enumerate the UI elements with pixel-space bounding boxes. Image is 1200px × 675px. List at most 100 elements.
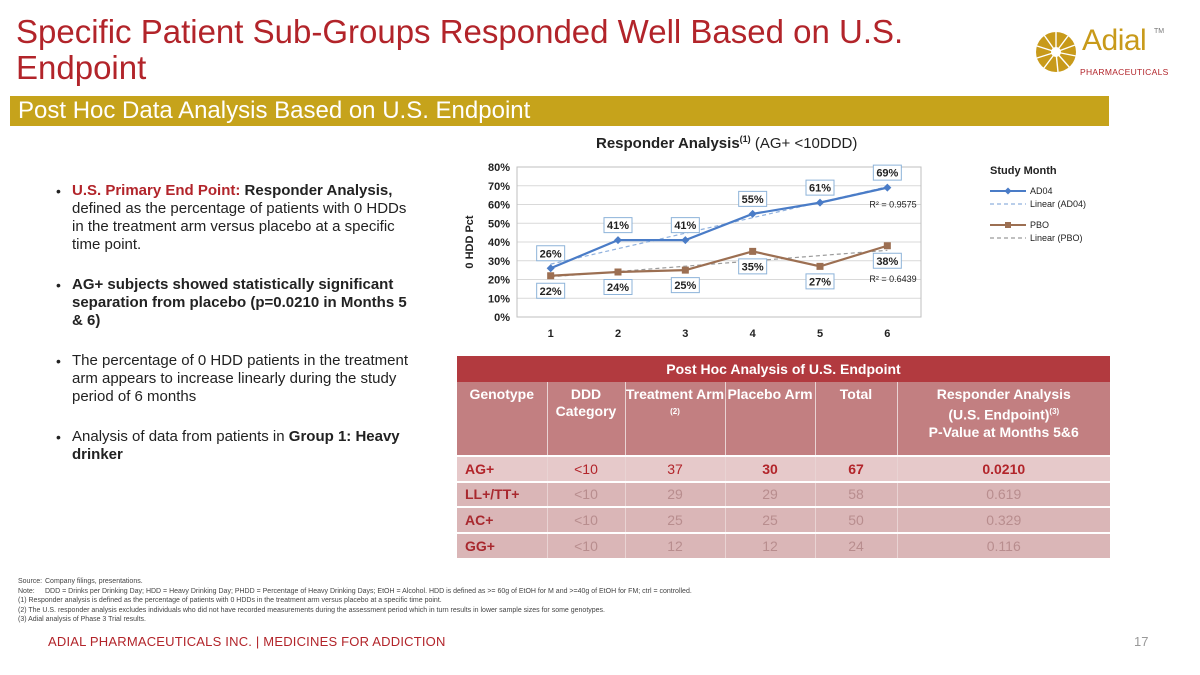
bullet-1-bold: Responder Analysis, [244,182,393,199]
footnotes: Source: Company filings, presentations. N… [18,577,692,625]
x-tick-label: 6 [884,328,890,340]
r-squared-pbo: R² = 0.6439 [869,274,916,284]
data-label-pbo: 38% [876,256,898,268]
header-resp-line1: Responder Analysis [936,386,1071,402]
header-responder-analysis: Responder Analysis (U.S. Endpoint)(3) P-… [897,382,1110,456]
cell-ddd: <10 [547,531,626,558]
data-label-pbo: 25% [674,280,696,292]
x-tick-label: 3 [682,328,688,340]
legend-marker [1005,222,1011,228]
x-tick-label: 4 [750,328,757,340]
data-point [749,247,757,255]
header-treatment-sup: (2) [670,407,680,416]
header-resp-line3: P-Value at Months 5&6 [928,423,1079,440]
cell-ddd: <10 [547,506,626,533]
bullet-3-text: The percentage of 0 HDD patients in the … [72,352,409,405]
y-tick-label: 50% [488,218,510,230]
logo-subtitle: PHARMACEUTICALS [1080,67,1169,77]
y-axis-label: 0 HDD Pct [464,215,476,269]
series-line [550,186,888,270]
data-point [547,272,555,280]
bullet-group-analysis: Analysis of data from patients in Group … [56,428,421,464]
note-label: Note: [18,587,35,595]
cell-genotype: GG+ [457,531,548,558]
header-ddd-category: DDD Category [547,382,626,456]
header-placebo-arm: Placebo Arm [725,382,816,456]
data-point [546,264,555,273]
data-label-ad04: 41% [674,220,696,232]
chart-title-main: Responder Analysis [596,135,740,152]
data-point [614,268,622,276]
bullet-ag-subjects: AG+ subjects showed statistically signif… [56,276,421,330]
data-label-box [536,282,566,299]
data-point [816,198,824,207]
series-line [550,244,888,277]
y-tick-label: 20% [488,275,510,287]
data-point [883,183,892,192]
table-row: AC+ <10 25 25 50 0.329 [457,506,1110,533]
data-label-box [670,217,700,234]
x-tick-label: 1 [548,328,554,340]
data-label-ad04: 26% [540,248,562,260]
data-point [883,242,891,250]
source-text: Company filings, presentations. [45,578,143,585]
data-label-pbo: 22% [540,286,562,298]
footer-company: ADIAL PHARMACEUTICALS INC. | MEDICINES F… [48,634,446,649]
x-tick-label: 2 [615,328,621,340]
table-row: LL+/TT+ <10 29 29 58 0.619 [457,480,1110,507]
chart-title-sup: (1) [739,134,751,144]
note-text: DDD = Drinks per Drinking Day; HDD = Hea… [45,587,692,595]
cell-placebo: 12 [725,531,816,558]
footnote-3: (3) Adial analysis of Phase 3 Trial resu… [18,616,147,623]
cell-ddd: <10 [547,455,626,482]
legend-label: PBO [1030,220,1049,230]
plot-area [516,166,922,318]
chart-title: Responder Analysis(1) (AG+ <10DDD) [596,134,857,152]
section-banner: Post Hoc Data Analysis Based on U.S. End… [10,96,1109,126]
slide-title: Specific Patient Sub-Groups Responded We… [16,13,904,86]
header-resp-line2: (U.S. Endpoint) [948,406,1050,423]
y-tick-label: 10% [488,293,510,305]
cell-genotype: AG+ [457,455,548,482]
data-label-box [670,277,700,294]
cell-placebo: 30 [725,455,816,482]
data-label-box [738,190,768,207]
cell-p-value: 0.116 [897,531,1110,558]
y-tick-label: 80% [488,162,510,174]
legend-title: Study Month [990,165,1057,177]
header-resp-sup: (3) [1049,407,1060,416]
company-logo: Adial TM PHARMACEUTICALS [1034,24,1168,80]
logo-name: Adial [1082,24,1147,57]
data-label-box [738,258,768,275]
data-label-box [603,217,633,234]
cell-treatment: 37 [625,455,726,482]
bullet-2-text: AG+ subjects showed statistically signif… [72,276,407,329]
cell-p-value: 0.329 [897,506,1110,533]
bullet-4-text: Analysis of data from patients in [72,428,285,445]
data-label-ad04: 61% [809,183,831,195]
data-label-box [805,179,835,196]
data-label-box [603,279,633,295]
cell-treatment: 12 [625,531,726,558]
bullet-1-text: defined as the percentage of patients wi… [72,200,407,253]
cell-treatment: 25 [625,506,726,533]
cell-treatment: 29 [625,480,726,507]
y-tick-label: 70% [488,181,510,193]
bullet-list: U.S. Primary End Point: Responder Analys… [56,182,421,486]
data-label-ad04: 55% [742,194,764,206]
note-source: Source: Company filings, presentations. [18,577,692,587]
cell-p-value: 0.619 [897,480,1110,507]
chart-title-rest: (AG+ <10DDD) [754,135,858,152]
sunburst-logo-icon [1036,32,1077,73]
data-label-box [805,273,835,290]
header-genotype: Genotype [457,382,548,456]
cell-total: 24 [815,531,898,558]
data-label-box [872,252,902,269]
cell-total: 50 [815,506,898,533]
source-label: Source: [18,578,43,585]
cell-ddd: <10 [547,480,626,507]
r-squared-ad04: R² = 0.9575 [869,200,916,210]
cell-total: 58 [815,480,898,507]
responder-line-chart: 0% 10% 20% 30% 40% 50% 60% 70% 80% 1 2 3 4 5 6 0 HDD Pc… [464,162,1086,340]
data-point [614,236,622,245]
